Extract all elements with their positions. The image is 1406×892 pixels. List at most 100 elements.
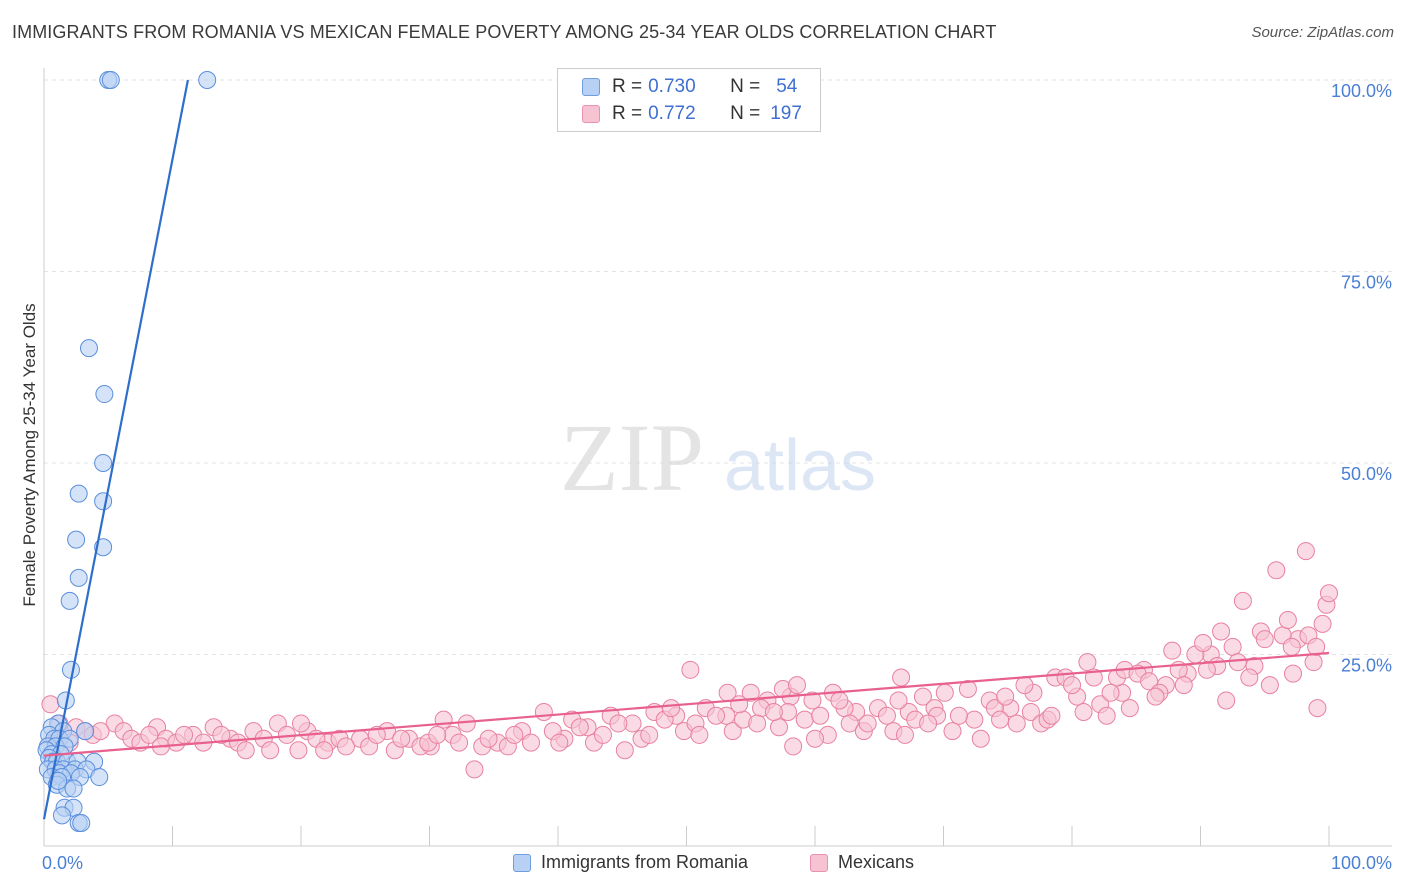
data-point (76, 722, 95, 741)
data-point (690, 725, 709, 744)
data-point (60, 591, 79, 610)
data-point (1320, 584, 1338, 603)
data-point (1197, 660, 1216, 679)
data-point (662, 699, 681, 718)
data-point (570, 718, 589, 737)
data-point (723, 722, 742, 741)
data-point (770, 718, 789, 737)
data-point (991, 710, 1010, 729)
data-point (534, 702, 553, 721)
legend-r-label: R = (612, 103, 643, 124)
data-point (892, 668, 911, 687)
data-point (94, 454, 113, 472)
bottom-legend-label-romania: Immigrants from Romania (541, 852, 749, 872)
data-point (889, 691, 908, 710)
data-point (764, 702, 783, 721)
data-point (1163, 641, 1182, 660)
x-tick-label: 100.0% (1331, 853, 1392, 873)
data-point (315, 741, 334, 760)
data-point (1078, 653, 1097, 672)
trend-line-romania (42, 79, 189, 820)
series-romania (37, 71, 217, 833)
data-point (94, 492, 113, 511)
bottom-legend-swatch-romania (513, 853, 531, 872)
bottom-legend-mexicans: Mexicans (810, 852, 914, 873)
watermark: ZIP atlas (560, 404, 876, 511)
data-point (1313, 614, 1332, 633)
data-point (479, 729, 498, 748)
data-point (52, 806, 71, 825)
data-point (434, 710, 453, 729)
legend-r-value-romania: 0.730 (648, 76, 696, 97)
data-point (1146, 687, 1165, 706)
trend-layer (42, 79, 1330, 820)
stats-legend: R = 0.730 N = 54 R = 0.772 N = 197 (557, 68, 821, 132)
data-point (1097, 706, 1116, 725)
watermark-atlas: atlas (724, 426, 876, 506)
source-label: Source: ZipAtlas.com (1251, 24, 1394, 41)
data-point (806, 729, 824, 748)
x-tick-label: 0.0% (42, 853, 83, 873)
data-point (1284, 664, 1303, 683)
axes (43, 68, 1392, 847)
data-point (913, 687, 932, 706)
data-point (1233, 591, 1252, 610)
data-point (140, 725, 159, 744)
data-point (550, 733, 569, 752)
data-point (1307, 637, 1326, 656)
data-point (877, 706, 896, 725)
data-point (615, 741, 634, 760)
data-point (1255, 630, 1274, 649)
data-point (919, 714, 938, 733)
data-point (457, 714, 476, 733)
data-point (830, 691, 849, 710)
legend-row-mexicans: R = 0.772 N = 197 (582, 101, 802, 127)
data-point (1021, 702, 1040, 721)
data-point (289, 741, 308, 760)
data-point (1217, 691, 1236, 710)
data-point (1304, 653, 1323, 672)
bottom-legend-swatch-mexicans (810, 853, 828, 872)
data-point (803, 691, 822, 710)
data-point (95, 385, 114, 404)
data-point (69, 484, 88, 503)
legend-n-value-mexicans: 197 (770, 103, 802, 124)
data-point (858, 714, 877, 733)
data-point (784, 737, 803, 756)
data-point (943, 722, 962, 741)
data-point (788, 676, 807, 695)
data-point (428, 725, 447, 744)
data-point (1212, 622, 1231, 641)
watermark-zip: ZIP (560, 404, 704, 511)
data-point (1042, 706, 1061, 725)
data-point (1074, 702, 1093, 721)
data-point (1174, 676, 1193, 695)
data-point (236, 741, 255, 760)
data-point (996, 687, 1015, 706)
data-point (67, 530, 86, 549)
bottom-legend-label-mexicans: Mexicans (838, 852, 915, 872)
data-point (49, 771, 68, 790)
data-point (707, 706, 726, 725)
y-tick-label: 75.0% (1341, 273, 1392, 293)
data-point (1296, 542, 1315, 561)
data-point (1228, 653, 1247, 672)
data-point (450, 733, 469, 752)
legend-row-romania: R = 0.730 N = 54 (582, 74, 797, 100)
y-tick-label: 50.0% (1341, 464, 1392, 484)
data-point (1223, 637, 1242, 656)
data-point (175, 725, 194, 744)
data-point (465, 760, 484, 779)
legend-r-value-mexicans: 0.772 (648, 103, 696, 124)
data-point (336, 737, 355, 756)
data-point (741, 683, 760, 702)
tick-labels: 25.0% 50.0% 75.0% 100.0% 0.0% 100.0% (42, 81, 1392, 873)
data-point (69, 568, 88, 587)
data-point (895, 725, 914, 744)
data-point (1084, 668, 1103, 687)
data-point (811, 706, 830, 725)
legend-n-value-romania: 54 (776, 76, 798, 97)
data-point (1101, 683, 1120, 702)
data-point (41, 695, 60, 714)
